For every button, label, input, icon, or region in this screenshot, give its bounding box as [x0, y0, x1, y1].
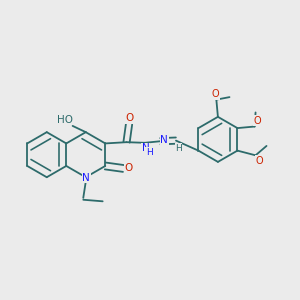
Text: N: N: [160, 135, 168, 145]
Text: H: H: [146, 148, 153, 157]
Text: H: H: [175, 144, 182, 153]
Text: O: O: [254, 116, 262, 126]
Text: O: O: [256, 156, 263, 166]
Text: HO: HO: [57, 115, 74, 125]
Text: O: O: [124, 163, 133, 173]
Text: N: N: [82, 172, 90, 182]
Text: O: O: [212, 89, 219, 99]
Text: N: N: [142, 143, 150, 153]
Text: O: O: [126, 113, 134, 123]
